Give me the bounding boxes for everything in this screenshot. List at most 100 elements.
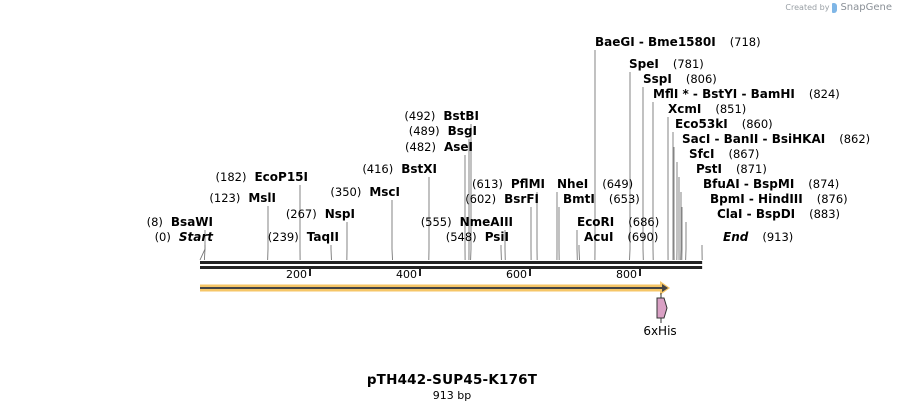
site-position: (806) — [686, 72, 717, 86]
site-name[interactable]: EcoRI — [577, 215, 614, 229]
ruler-tick-label: 200 — [286, 268, 307, 281]
site-position: (851) — [715, 102, 746, 116]
plasmid-length: 913 bp — [432, 389, 472, 402]
top-strand[interactable] — [200, 261, 703, 264]
site-name[interactable]: SfcI — [689, 147, 714, 161]
site-position: (824) — [809, 87, 840, 101]
site-acui[interactable]: AcuI (690) — [584, 230, 658, 244]
site-name[interactable]: BsaWI — [171, 215, 213, 229]
site-bsgi[interactable]: BsgI (489) — [409, 124, 477, 138]
credit-brand: SnapGene — [840, 2, 892, 13]
site-name[interactable]: AseI — [444, 140, 473, 154]
site-name[interactable]: XcmI — [668, 102, 701, 116]
site-bfuai[interactable]: BfuAI - BspMI (874) — [703, 177, 839, 191]
site-bmti[interactable]: BmtI (653) — [563, 192, 640, 206]
site-position: (649) — [602, 177, 633, 191]
site-position: (548) — [446, 230, 477, 244]
site-xcmi[interactable]: XcmI (851) — [668, 102, 746, 116]
site-position: (871) — [736, 162, 767, 176]
site-bsrfi[interactable]: BsrFI (602) — [465, 192, 539, 206]
site-name[interactable]: MflI * - BstYI - BamHI — [653, 87, 795, 101]
site-position: (718) — [730, 35, 761, 49]
arrow-core — [200, 287, 667, 289]
site-nhei[interactable]: NheI (649) — [557, 177, 633, 191]
site-name[interactable]: SspI — [643, 72, 672, 86]
site-position: (686) — [628, 215, 659, 229]
site-ecop15i[interactable]: EcoP15I (182) — [216, 170, 308, 184]
site-taqii[interactable]: TaqII (239) — [268, 230, 339, 244]
site-name[interactable]: PstI — [696, 162, 722, 176]
site-name[interactable]: TaqII — [307, 230, 339, 244]
site-eco53ki[interactable]: Eco53kI (860) — [675, 117, 773, 131]
sequence-backbone[interactable] — [200, 261, 703, 269]
site-name[interactable]: BstXI — [401, 162, 437, 176]
site-psti[interactable]: PstI (871) — [696, 162, 767, 176]
site-name[interactable]: PflMI — [511, 177, 545, 191]
ruler-tick — [419, 269, 421, 276]
site-psii[interactable]: PsiI (548) — [446, 230, 509, 244]
site-name[interactable]: MscI — [369, 185, 400, 199]
site-ecori[interactable]: EcoRI (686) — [577, 215, 659, 229]
site-asei[interactable]: AseI (482) — [405, 140, 473, 154]
site-position: (416) — [362, 162, 393, 176]
site-end[interactable]: End (913) — [723, 230, 793, 244]
site-msci[interactable]: MscI (350) — [330, 185, 400, 199]
site-bpmi[interactable]: BpmI - HindIII (876) — [710, 192, 848, 206]
ruler-tick-label: 400 — [396, 268, 417, 281]
site-name[interactable]: BfuAI - BspMI — [703, 177, 794, 191]
site-name[interactable]: BmtI — [563, 192, 595, 206]
site-name[interactable]: Start — [179, 230, 214, 244]
site-position: (874) — [808, 177, 839, 191]
site-name[interactable]: BstBI — [443, 109, 479, 123]
site-clai[interactable]: ClaI - BspDI (883) — [717, 207, 840, 221]
site-bsawi[interactable]: BsaWI (8) — [147, 215, 213, 229]
site-name[interactable]: ClaI - BspDI — [717, 207, 795, 221]
site-start[interactable]: Start (0) — [155, 230, 215, 244]
credit-prefix: Created by — [785, 3, 830, 12]
feature-6xhis[interactable]: 6xHis — [643, 293, 677, 338]
site-msli[interactable]: MslI (123) — [209, 191, 276, 205]
site-name[interactable]: NheI — [557, 177, 588, 191]
plasmid-name: pTH442-SUP45-K176T — [366, 372, 538, 388]
site-name[interactable]: PsiI — [485, 230, 509, 244]
his-label: 6xHis — [643, 324, 676, 338]
site-nspi[interactable]: NspI (267) — [286, 207, 355, 221]
site-name[interactable]: BaeGI - Bme1580I — [595, 35, 716, 49]
site-name[interactable]: BsgI — [448, 124, 477, 138]
site-position: (350) — [330, 185, 361, 199]
site-name[interactable]: EcoP15I — [254, 170, 308, 184]
site-name[interactable]: Eco53kI — [675, 117, 728, 131]
site-sspi[interactable]: SspI (806) — [643, 72, 717, 86]
orf-feature-arrow[interactable] — [200, 281, 671, 295]
site-name[interactable]: SacI - BanII - BsiHKAI — [682, 132, 825, 146]
site-name[interactable]: AcuI — [584, 230, 613, 244]
site-name[interactable]: NspI — [325, 207, 355, 221]
site-name[interactable]: NmeAIII — [460, 215, 513, 229]
site-line-bsawi — [203, 230, 206, 261]
site-mfli[interactable]: MflI * - BstYI - BamHI (824) — [653, 87, 840, 101]
ruler-tick-label: 600 — [506, 268, 527, 281]
site-bstxi[interactable]: BstXI (416) — [362, 162, 437, 176]
site-name[interactable]: BsrFI — [504, 192, 539, 206]
site-pflmi[interactable]: PflMI (613) — [472, 177, 545, 191]
site-position: (653) — [609, 192, 640, 206]
site-nmeaiii[interactable]: NmeAIII (555) — [421, 215, 513, 229]
site-baegi[interactable]: BaeGI - Bme1580I (718) — [595, 35, 761, 49]
site-name[interactable]: SpeI — [629, 57, 659, 71]
bottom-strand[interactable] — [200, 266, 703, 269]
site-sfci[interactable]: SfcI (867) — [689, 147, 759, 161]
site-bstbi[interactable]: BstBI (492) — [404, 109, 479, 123]
site-name[interactable]: End — [723, 230, 749, 244]
site-position: (8) — [147, 215, 163, 229]
site-position: (0) — [155, 230, 171, 244]
arrow-core-head — [662, 284, 669, 292]
his-tag-shape[interactable] — [656, 297, 668, 319]
site-saci[interactable]: SacI - BanII - BsiHKAI (862) — [682, 132, 870, 146]
site-name[interactable]: BpmI - HindIII — [710, 192, 803, 206]
site-position: (781) — [673, 57, 704, 71]
ruler-tick-label: 800 — [616, 268, 637, 281]
site-lines — [199, 50, 703, 261]
site-spei[interactable]: SpeI (781) — [629, 57, 704, 71]
site-name[interactable]: MslI — [248, 191, 276, 205]
